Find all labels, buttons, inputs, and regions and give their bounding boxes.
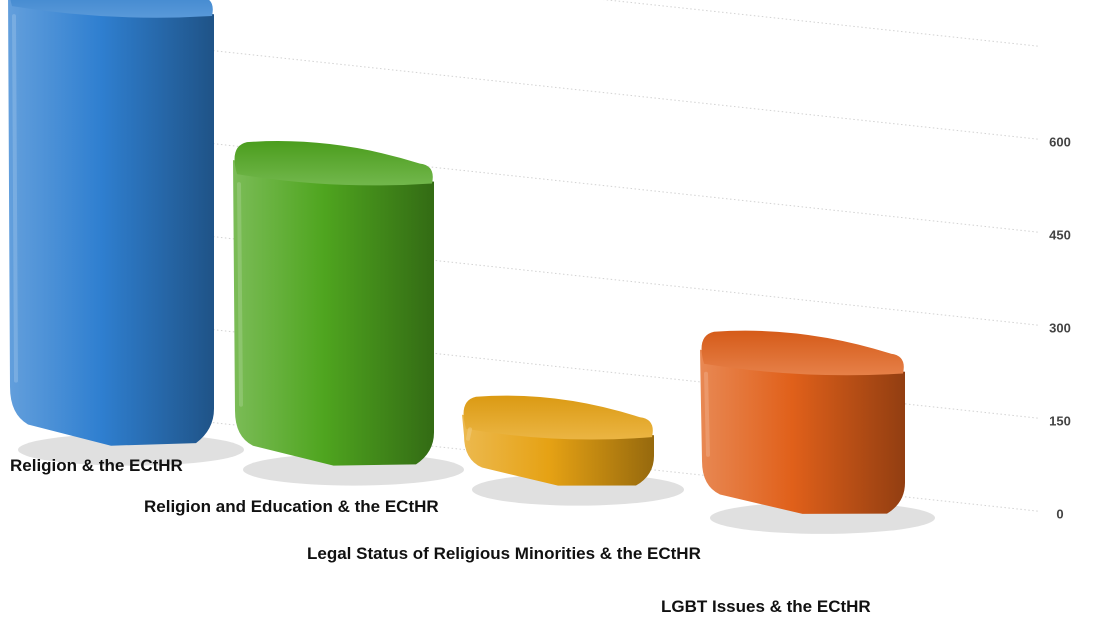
category-labels: Religion & the ECtHR Religion and Educati… [10,456,871,616]
category-label: Religion and Education & the ECtHR [144,497,439,516]
y-tick-label: 300 [1049,321,1071,336]
category-label: Legal Status of Religious Minorities & t… [307,544,701,563]
bar-highlight [12,14,18,383]
y-tick-label: 0 [1056,507,1063,522]
bar-top [10,0,213,18]
bar-highlight [237,182,243,407]
y-axis-ticks: 0 150 300 450 600 [1049,135,1071,522]
bar [700,330,935,534]
bar-body [233,160,434,466]
bar [233,141,464,486]
category-label: LGBT Issues & the ECtHR [661,597,871,616]
bar [8,0,244,466]
bar-highlight [466,427,472,441]
bar-body [8,0,214,446]
bar [462,395,684,506]
bar-top [463,395,653,440]
bars [8,0,935,534]
bar-top [701,330,904,376]
bar-highlight [704,371,710,457]
bar-body [700,349,905,514]
y-tick-label: 600 [1049,135,1071,150]
bar-top [234,141,433,186]
y-tick-label: 150 [1049,414,1071,429]
category-label: Religion & the ECtHR [10,456,183,475]
y-tick-label: 450 [1049,228,1071,243]
